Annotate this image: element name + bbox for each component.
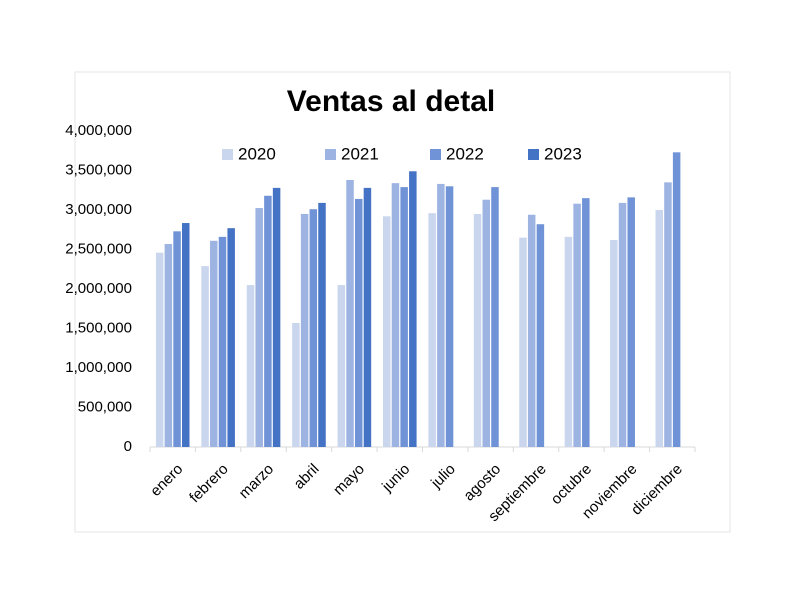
legend-label: 2021 xyxy=(341,144,379,163)
y-tick-label: 2,500,000 xyxy=(65,240,132,257)
bar xyxy=(655,210,663,447)
bar xyxy=(437,183,445,447)
bar xyxy=(309,209,318,447)
bar xyxy=(354,198,363,447)
bar xyxy=(627,197,635,447)
bar xyxy=(218,236,227,447)
legend-label: 2020 xyxy=(238,144,276,163)
bar xyxy=(173,231,181,447)
y-tick-label: 0 xyxy=(124,438,132,455)
bar xyxy=(201,266,209,447)
legend-label: 2023 xyxy=(544,144,582,163)
bar xyxy=(292,322,300,447)
bar xyxy=(482,199,491,447)
y-tick-label: 4,000,000 xyxy=(65,122,132,139)
bar xyxy=(564,236,573,447)
y-tick-label: 3,500,000 xyxy=(65,161,132,178)
bar xyxy=(346,179,354,448)
bar xyxy=(255,208,263,447)
bar xyxy=(428,213,436,447)
bar xyxy=(610,240,618,447)
bar xyxy=(337,285,346,447)
bar xyxy=(391,183,400,447)
bar xyxy=(573,203,581,447)
bar xyxy=(445,186,454,448)
y-tick-label: 1,500,000 xyxy=(65,319,132,336)
y-tick-label: 3,000,000 xyxy=(65,201,132,218)
bar xyxy=(519,237,527,447)
bar xyxy=(672,152,681,447)
legend-swatch xyxy=(430,149,441,160)
bar xyxy=(227,228,235,447)
bar xyxy=(210,240,218,447)
bar xyxy=(318,202,326,447)
y-tick-label: 1,000,000 xyxy=(65,359,132,376)
bar xyxy=(382,216,391,447)
legend-swatch xyxy=(325,149,336,160)
y-tick-label: 2,000,000 xyxy=(65,280,132,297)
bar xyxy=(409,171,417,448)
bar xyxy=(491,187,499,447)
bar xyxy=(527,214,536,447)
bar xyxy=(264,195,272,447)
bar xyxy=(272,187,281,447)
legend-swatch xyxy=(222,149,233,160)
legend-label: 2022 xyxy=(446,144,484,163)
bar xyxy=(582,198,590,447)
bar xyxy=(155,252,164,447)
bar xyxy=(363,187,372,447)
bar xyxy=(164,243,173,447)
bar xyxy=(182,223,190,447)
bar xyxy=(536,224,545,447)
bar xyxy=(246,285,255,447)
bar xyxy=(400,187,408,447)
bar xyxy=(618,202,627,447)
legend-swatch xyxy=(528,149,539,160)
bar xyxy=(300,213,309,447)
bar xyxy=(664,182,672,447)
chart-title: Ventas al detal xyxy=(287,85,495,118)
y-tick-label: 500,000 xyxy=(78,398,132,415)
bar xyxy=(473,213,482,447)
